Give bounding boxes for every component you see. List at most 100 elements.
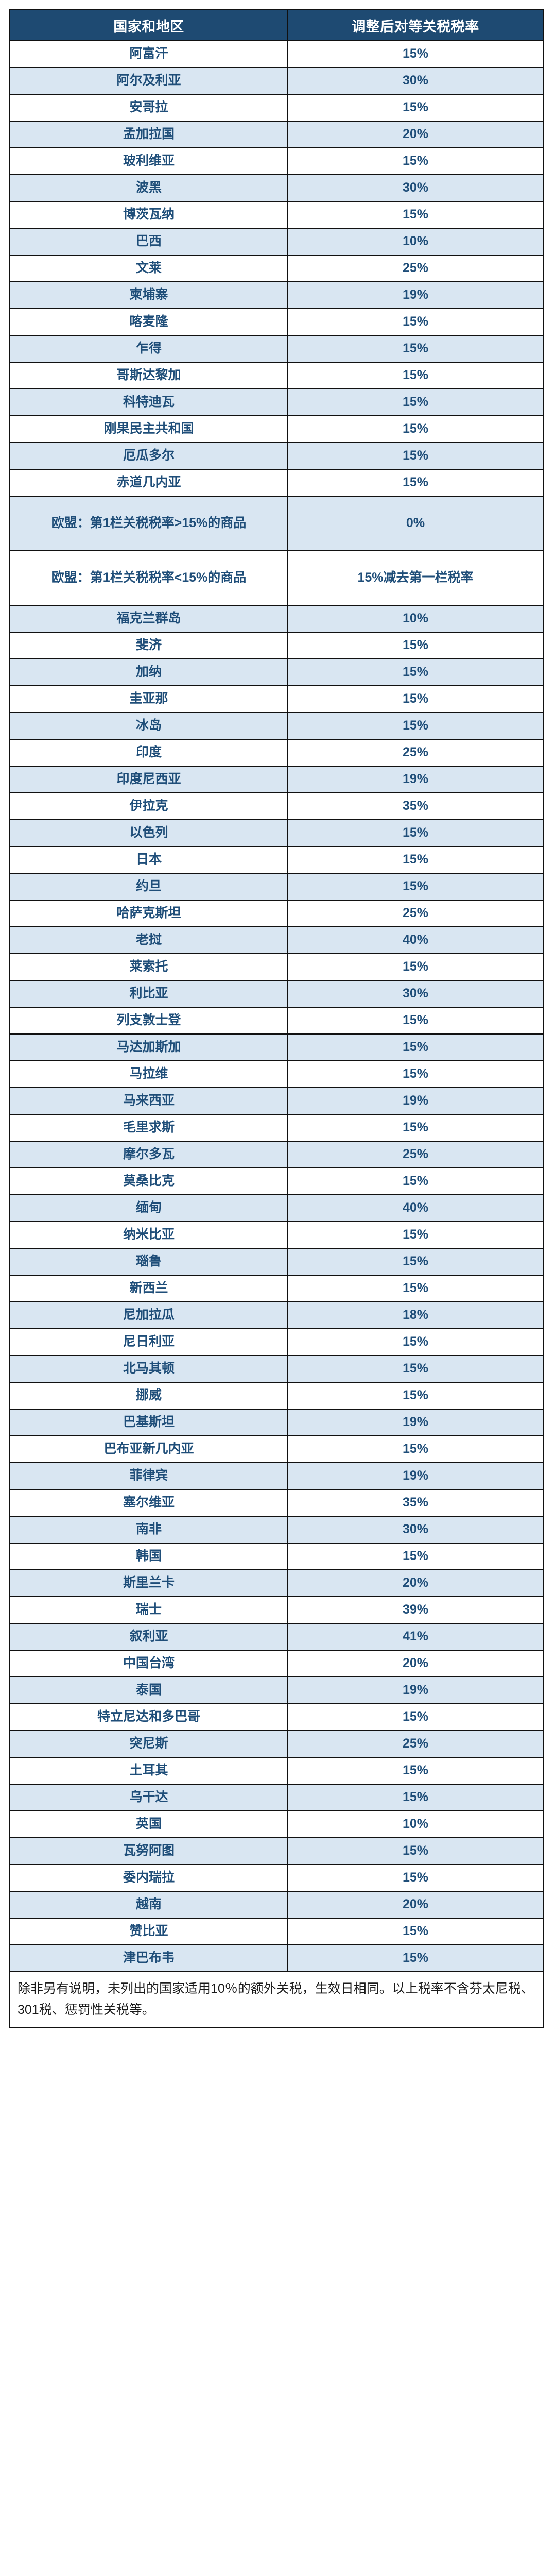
table-row: 赞比亚 15%	[9, 1918, 544, 1945]
country-cell: 北马其顿	[9, 1355, 288, 1383]
column-header-country: 国家和地区	[9, 9, 288, 41]
tariff-rate-cell: 15%	[287, 632, 544, 659]
country-cell: 中国台湾	[9, 1650, 288, 1677]
tariff-rate-cell: 30%	[287, 1516, 544, 1544]
country-cell: 土耳其	[9, 1757, 288, 1785]
country-cell: 摩尔多瓦	[9, 1141, 288, 1168]
country-cell: 喀麦隆	[9, 308, 288, 336]
country-cell: 圭亚那	[9, 685, 288, 713]
table-row: 菲律宾 19%	[9, 1462, 544, 1490]
table-row: 津巴布韦 15%	[9, 1944, 544, 1972]
tariff-rate-cell: 15%	[287, 1543, 544, 1570]
tariff-rate-cell: 15%	[287, 1864, 544, 1892]
country-cell: 斯里兰卡	[9, 1569, 288, 1597]
tariff-rate-cell: 15%	[287, 1007, 544, 1035]
table-row: 马来西亚 19%	[9, 1087, 544, 1115]
country-cell: 巴布亚新几内亚	[9, 1435, 288, 1463]
table-row: 越南 20%	[9, 1891, 544, 1919]
table-row: 英国 10%	[9, 1810, 544, 1838]
table-row: 福克兰群岛 10%	[9, 605, 544, 633]
tariff-rate-cell: 15%	[287, 873, 544, 901]
table-row: 伊拉克 35%	[9, 792, 544, 820]
tariff-rate-cell: 19%	[287, 1087, 544, 1115]
table-row: 欧盟：第1栏关税税率>15%的商品 0%	[9, 496, 544, 551]
table-row: 阿富汗 15%	[9, 40, 544, 68]
tariff-rate-cell: 15%	[287, 1784, 544, 1811]
tariff-rate-cell: 15%	[287, 201, 544, 229]
country-cell: 伊拉克	[9, 792, 288, 820]
country-cell: 孟加拉国	[9, 121, 288, 148]
table-row: 博茨瓦纳 15%	[9, 201, 544, 229]
tariff-rate-cell: 15%	[287, 94, 544, 122]
country-cell: 越南	[9, 1891, 288, 1919]
country-cell: 韩国	[9, 1543, 288, 1570]
table-row: 厄瓜多尔 15%	[9, 442, 544, 470]
table-row: 泰国 19%	[9, 1676, 544, 1704]
tariff-rate-cell: 35%	[287, 792, 544, 820]
table-row: 约旦 15%	[9, 873, 544, 901]
tariff-rate-cell: 15%	[287, 1167, 544, 1195]
table-row: 特立尼达和多巴哥 15%	[9, 1703, 544, 1731]
table-row: 阿尔及利亚 30%	[9, 67, 544, 95]
tariff-rate-cell: 15%	[287, 469, 544, 497]
country-cell: 马来西亚	[9, 1087, 288, 1115]
country-cell: 泰国	[9, 1676, 288, 1704]
table-row: 巴西 10%	[9, 228, 544, 256]
tariff-rate-cell: 35%	[287, 1489, 544, 1517]
country-cell: 利比亚	[9, 980, 288, 1008]
tariff-rate-cell: 15%	[287, 1435, 544, 1463]
header-row: 国家和地区 调整后对等关税税率	[9, 9, 544, 41]
tariff-rate-cell: 15%	[287, 442, 544, 470]
tariff-rate-cell: 15%	[287, 1703, 544, 1731]
country-cell: 英国	[9, 1810, 288, 1838]
country-cell: 叙利亚	[9, 1623, 288, 1651]
country-cell: 南非	[9, 1516, 288, 1544]
table-row: 瑙鲁 15%	[9, 1248, 544, 1276]
tariff-rate-cell: 15%	[287, 819, 544, 847]
country-cell: 巴西	[9, 228, 288, 256]
table-row: 科特迪瓦 15%	[9, 388, 544, 416]
tariff-rate-cell: 15%	[287, 40, 544, 68]
table-row: 利比亚 30%	[9, 980, 544, 1008]
tariff-rate-cell: 18%	[287, 1301, 544, 1329]
country-cell: 莱索托	[9, 953, 288, 981]
tariff-rate-cell: 19%	[287, 1676, 544, 1704]
country-cell: 乍得	[9, 335, 288, 363]
table-row: 南非 30%	[9, 1516, 544, 1544]
country-cell: 塞尔维亚	[9, 1489, 288, 1517]
country-cell: 突尼斯	[9, 1730, 288, 1758]
table-row: 冰岛 15%	[9, 712, 544, 740]
tariff-rate-cell: 15%	[287, 1221, 544, 1249]
country-cell: 文莱	[9, 255, 288, 282]
tariff-rate-cell: 15%	[287, 388, 544, 416]
country-cell: 欧盟：第1栏关税税率<15%的商品	[9, 550, 288, 606]
tariff-rate-cell: 15%	[287, 1355, 544, 1383]
country-cell: 阿尔及利亚	[9, 67, 288, 95]
country-cell: 哈萨克斯坦	[9, 900, 288, 927]
country-cell: 缅甸	[9, 1194, 288, 1222]
tariff-rate-cell: 20%	[287, 1650, 544, 1677]
table-row: 叙利亚 41%	[9, 1623, 544, 1651]
tariff-rate-cell: 25%	[287, 1141, 544, 1168]
table-row: 哈萨克斯坦 25%	[9, 900, 544, 927]
table-row: 毛里求斯 15%	[9, 1114, 544, 1142]
tariff-rate-cell: 19%	[287, 1409, 544, 1436]
table-row: 老挝 40%	[9, 926, 544, 954]
tariff-rate-cell: 10%	[287, 1810, 544, 1838]
tariff-rate-cell: 15%减去第一栏税率	[287, 550, 544, 606]
country-cell: 博茨瓦纳	[9, 201, 288, 229]
table-row: 印度 25%	[9, 739, 544, 767]
country-cell: 巴基斯坦	[9, 1409, 288, 1436]
tariff-rate-cell: 0%	[287, 496, 544, 551]
country-cell: 欧盟：第1栏关税税率>15%的商品	[9, 496, 288, 551]
country-cell: 老挝	[9, 926, 288, 954]
tariff-rate-cell: 15%	[287, 1033, 544, 1061]
tariff-rate-cell: 15%	[287, 712, 544, 740]
table-row: 莫桑比克 15%	[9, 1167, 544, 1195]
table-row: 瑞士 39%	[9, 1596, 544, 1624]
tariff-rate-cell: 15%	[287, 1837, 544, 1865]
table-row: 欧盟：第1栏关税税率<15%的商品 15%减去第一栏税率	[9, 550, 544, 606]
table-row: 加纳 15%	[9, 658, 544, 686]
column-header-rate: 调整后对等关税税率	[287, 9, 544, 41]
tariff-rate-cell: 15%	[287, 1944, 544, 1972]
